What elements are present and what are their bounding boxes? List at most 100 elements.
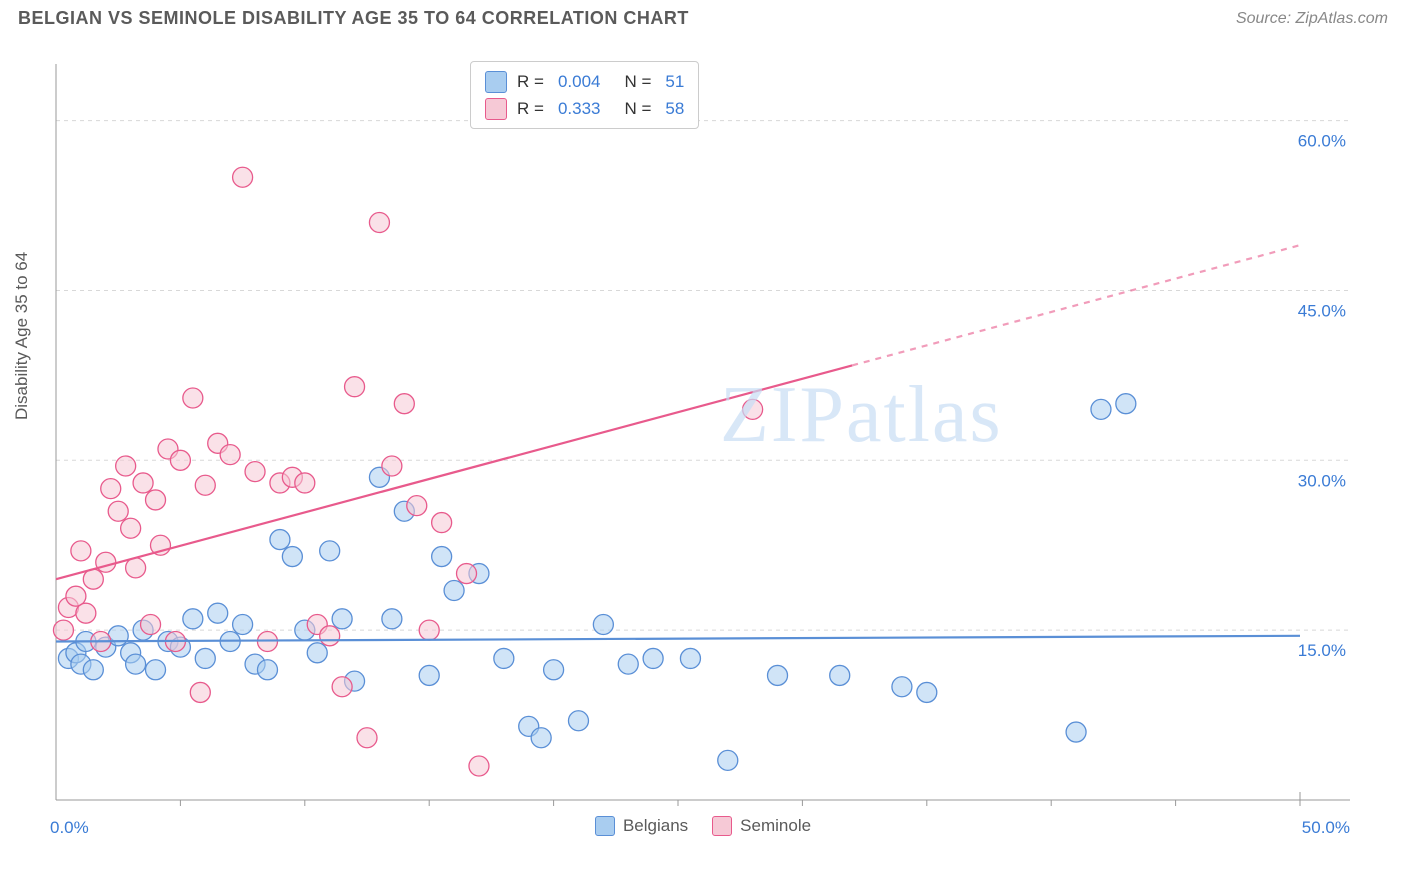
scatter-point [116, 456, 136, 476]
scatter-point [96, 552, 116, 572]
scatter-point [419, 620, 439, 640]
scatter-point [680, 648, 700, 668]
scatter-point [108, 501, 128, 521]
scatter-point [618, 654, 638, 674]
scatter-point [917, 682, 937, 702]
scatter-point [593, 614, 613, 634]
scatter-point [245, 462, 265, 482]
stats-row: R = 0.333 N = 58 [485, 95, 684, 122]
scatter-point [282, 547, 302, 567]
scatter-point [233, 614, 253, 634]
stats-legend-box: R = 0.004 N = 51 R = 0.333 N = 58 [470, 61, 699, 129]
r-value: 0.004 [558, 68, 601, 95]
scatter-point [432, 513, 452, 533]
scatter-point [457, 564, 477, 584]
y-tick-label: 60.0% [1298, 132, 1346, 151]
y-tick-label: 15.0% [1298, 641, 1346, 660]
n-label: N = [624, 68, 651, 95]
scatter-point [257, 660, 277, 680]
scatter-point [1116, 394, 1136, 414]
scatter-point [1091, 399, 1111, 419]
scatter-point [183, 609, 203, 629]
legend-item: Belgians [595, 816, 688, 836]
legend-swatch-icon [485, 98, 507, 120]
scatter-point [768, 665, 788, 685]
scatter-point [53, 620, 73, 640]
scatter-point [332, 677, 352, 697]
legend-swatch-icon [595, 816, 615, 836]
scatter-point [208, 603, 228, 623]
scatter-point [190, 682, 210, 702]
scatter-point [83, 569, 103, 589]
stats-row: R = 0.004 N = 51 [485, 68, 684, 95]
scatter-point [892, 677, 912, 697]
scatter-point [444, 581, 464, 601]
scatter-point [332, 609, 352, 629]
source-attribution: Source: ZipAtlas.com [1236, 10, 1388, 28]
legend-item: Seminole [712, 816, 811, 836]
scatter-point [126, 558, 146, 578]
scatter-point [357, 728, 377, 748]
scatter-point [382, 609, 402, 629]
scatter-point [419, 665, 439, 685]
y-tick-label: 30.0% [1298, 471, 1346, 490]
scatter-point [432, 547, 452, 567]
scatter-point [295, 473, 315, 493]
scatter-point [233, 167, 253, 187]
n-value: 58 [665, 95, 684, 122]
scatter-point [170, 450, 190, 470]
scatter-point [320, 626, 340, 646]
scatter-point [183, 388, 203, 408]
scatter-point [407, 496, 427, 516]
y-tick-label: 45.0% [1298, 301, 1346, 320]
y-axis-label: Disability Age 35 to 64 [12, 252, 32, 420]
r-label: R = [517, 95, 544, 122]
chart-title: BELGIAN VS SEMINOLE DISABILITY AGE 35 TO… [18, 8, 689, 29]
scatter-point [195, 648, 215, 668]
source-prefix: Source: [1236, 10, 1296, 27]
scatter-point [195, 475, 215, 495]
trendline-solid [56, 636, 1300, 642]
scatter-point [643, 648, 663, 668]
scatter-point [743, 399, 763, 419]
scatter-point [220, 445, 240, 465]
scatter-point [141, 614, 161, 634]
scatter-point [101, 479, 121, 499]
scatter-point [76, 603, 96, 623]
r-label: R = [517, 68, 544, 95]
legend-swatch-icon [485, 71, 507, 93]
scatter-chart: 15.0% 30.0% 45.0% 60.0% [50, 58, 1350, 806]
scatter-point [320, 541, 340, 561]
scatter-point [494, 648, 514, 668]
scatter-point [133, 473, 153, 493]
chart-header: BELGIAN VS SEMINOLE DISABILITY AGE 35 TO… [0, 0, 1406, 33]
scatter-point [531, 728, 551, 748]
r-value: 0.333 [558, 95, 601, 122]
scatter-point [270, 530, 290, 550]
scatter-point [544, 660, 564, 680]
scatter-point [830, 665, 850, 685]
scatter-point [126, 654, 146, 674]
scatter-point [121, 518, 141, 538]
scatter-point [469, 756, 489, 776]
scatter-point [568, 711, 588, 731]
trendline-dashed [852, 245, 1300, 365]
scatter-point [718, 750, 738, 770]
legend-swatch-icon [712, 816, 732, 836]
scatter-point [146, 490, 166, 510]
chart-svg: 15.0% 30.0% 45.0% 60.0% [50, 58, 1350, 806]
legend-label: Belgians [623, 816, 688, 836]
scatter-point [146, 660, 166, 680]
bottom-legend: Belgians Seminole [0, 816, 1406, 841]
scatter-point [369, 213, 389, 233]
scatter-point [71, 541, 91, 561]
n-label: N = [624, 95, 651, 122]
scatter-point [382, 456, 402, 476]
trendline-solid [56, 365, 852, 579]
scatter-point [83, 660, 103, 680]
scatter-point [1066, 722, 1086, 742]
scatter-point [307, 643, 327, 663]
scatter-point [345, 377, 365, 397]
n-value: 51 [665, 68, 684, 95]
scatter-point [394, 394, 414, 414]
